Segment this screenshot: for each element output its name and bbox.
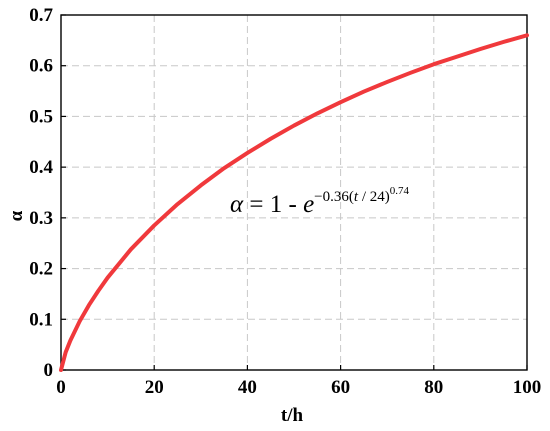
y-axis-title: α xyxy=(6,210,27,221)
formula-exponent-rest: / 24) xyxy=(358,189,390,205)
x-tick-label: 40 xyxy=(238,377,257,398)
y-tick-labels: 0 0.1 0.2 0.3 0.4 0.5 0.6 0.7 xyxy=(29,5,53,381)
grid-lines xyxy=(61,15,527,370)
y-tick-label: 0.4 xyxy=(29,157,53,178)
y-tick-label: 0.3 xyxy=(29,208,53,229)
y-tick-label: 0 xyxy=(44,360,54,381)
x-tick-label: 100 xyxy=(513,377,542,398)
plot-frame xyxy=(60,14,528,371)
formula-base: e xyxy=(303,191,314,218)
x-tick-label: 20 xyxy=(145,377,164,398)
x-tick-label: 80 xyxy=(424,377,443,398)
formula-alpha: α xyxy=(230,191,244,218)
formula-exponent-var: t xyxy=(354,189,359,205)
x-tick-label: 0 xyxy=(56,377,66,398)
y-tick-label: 0.2 xyxy=(29,259,53,280)
y-tick-label: 0.5 xyxy=(29,106,53,127)
y-tick-label: 0.7 xyxy=(29,5,53,26)
formula-equals-one: = 1 - xyxy=(243,191,303,218)
formula-exponent: −0.36( xyxy=(314,189,354,205)
x-tick-labels: 0 20 40 60 80 100 xyxy=(56,377,541,398)
y-tick-label: 0.6 xyxy=(29,56,53,77)
formula-annotation: α = 1 - e−0.36(t / 24)0.74 xyxy=(230,185,409,218)
x-tick-label: 60 xyxy=(331,377,350,398)
formula-exponent-power: 0.74 xyxy=(390,185,410,197)
y-tick-label: 0.1 xyxy=(29,309,53,330)
x-axis-title: t/h xyxy=(281,405,304,426)
series-line xyxy=(59,33,529,372)
